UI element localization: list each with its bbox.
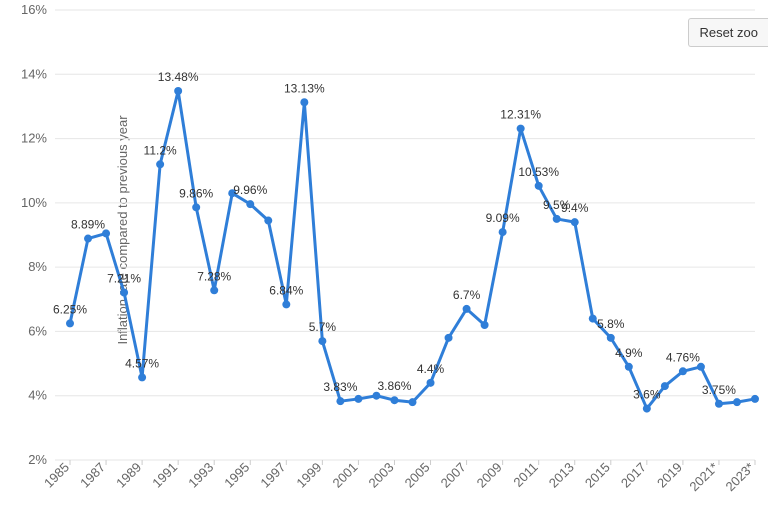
data-label: 4.76% [666, 350, 700, 364]
data-point[interactable] [138, 373, 146, 381]
data-label: 9.96% [233, 183, 267, 197]
data-point[interactable] [661, 382, 669, 390]
data-point[interactable] [192, 203, 200, 211]
x-tick-label: 1995 [221, 460, 252, 491]
data-point[interactable] [318, 337, 326, 345]
x-tick-label: 2003 [366, 460, 397, 491]
data-point[interactable] [445, 334, 453, 342]
data-label: 5.8% [597, 317, 625, 331]
data-point[interactable] [625, 363, 633, 371]
y-tick-label: 6% [28, 323, 47, 338]
data-label: 9.09% [486, 211, 520, 225]
x-tick-label: 2011 [510, 460, 540, 490]
data-point[interactable] [517, 125, 525, 133]
x-tick-label: 2021* [686, 460, 721, 495]
y-tick-label: 2% [28, 452, 47, 467]
data-label: 7.28% [197, 269, 231, 283]
data-label: 4.9% [615, 346, 643, 360]
data-label: 6.25% [53, 302, 87, 316]
data-point[interactable] [571, 218, 579, 226]
data-label: 3.6% [633, 388, 661, 402]
data-point[interactable] [282, 300, 290, 308]
data-point[interactable] [354, 395, 362, 403]
data-label: 7.21% [107, 272, 141, 286]
x-tick-label: 2005 [402, 460, 433, 491]
data-label: 11.2% [144, 143, 177, 157]
data-label: 8.89% [71, 218, 105, 232]
data-label: 3.75% [702, 383, 736, 397]
data-label: 5.7% [309, 320, 337, 334]
data-point[interactable] [679, 367, 687, 375]
x-tick-label: 2007 [438, 460, 469, 491]
x-tick-label: 1999 [293, 460, 324, 491]
data-label: 6.7% [453, 288, 481, 302]
data-point[interactable] [246, 200, 254, 208]
data-label: 3.83% [323, 380, 357, 394]
data-point[interactable] [336, 397, 344, 405]
data-label: 3.86% [377, 379, 411, 393]
data-point[interactable] [643, 405, 651, 413]
data-point[interactable] [156, 160, 164, 168]
data-point[interactable] [390, 396, 398, 404]
data-label: 13.13% [284, 81, 325, 95]
x-tick-label: 2017 [618, 460, 649, 491]
data-label: 4.57% [125, 356, 159, 370]
data-point[interactable] [553, 215, 561, 223]
data-label: 10.53% [518, 165, 559, 179]
x-tick-label: 2001 [329, 460, 360, 491]
data-point[interactable] [535, 182, 543, 190]
data-point[interactable] [300, 98, 308, 106]
chart-plot-area: 2%4%6%8%10%12%14%16%19851987198919911993… [55, 10, 755, 460]
y-tick-label: 14% [21, 66, 47, 81]
y-tick-label: 12% [21, 131, 47, 146]
data-label: 9.4% [561, 201, 589, 215]
x-tick-label: 2019 [654, 460, 685, 491]
data-point[interactable] [607, 334, 615, 342]
data-point[interactable] [210, 286, 218, 294]
data-point[interactable] [481, 321, 489, 329]
x-tick-label: 1987 [77, 460, 108, 491]
data-point[interactable] [174, 87, 182, 95]
y-tick-label: 10% [21, 195, 47, 210]
y-tick-label: 16% [21, 2, 47, 17]
y-tick-label: 8% [28, 259, 47, 274]
line-chart: 2%4%6%8%10%12%14%16%19851987198919911993… [55, 10, 755, 500]
data-point[interactable] [427, 379, 435, 387]
data-point[interactable] [733, 398, 741, 406]
data-point[interactable] [751, 395, 759, 403]
data-label: 6.84% [269, 283, 303, 297]
x-tick-label: 1993 [185, 460, 216, 491]
data-label: 4.4% [417, 362, 445, 376]
x-tick-label: 2009 [474, 460, 505, 491]
x-tick-label: 2023* [722, 460, 757, 495]
data-point[interactable] [463, 305, 471, 313]
data-point[interactable] [715, 400, 723, 408]
y-tick-label: 4% [28, 388, 47, 403]
data-point[interactable] [66, 319, 74, 327]
x-tick-label: 2015 [582, 460, 613, 491]
x-tick-label: 2013 [546, 460, 577, 491]
data-label: 9.86% [179, 186, 213, 200]
x-tick-label: 1991 [149, 460, 180, 491]
data-point[interactable] [589, 315, 597, 323]
data-point[interactable] [264, 217, 272, 225]
data-label: 13.48% [158, 70, 199, 84]
data-point[interactable] [120, 289, 128, 297]
data-point[interactable] [499, 228, 507, 236]
data-label: 12.31% [500, 108, 541, 122]
data-point[interactable] [409, 398, 417, 406]
data-point[interactable] [84, 235, 92, 243]
x-tick-label: 1997 [257, 460, 288, 491]
x-tick-label: 1989 [113, 460, 144, 491]
